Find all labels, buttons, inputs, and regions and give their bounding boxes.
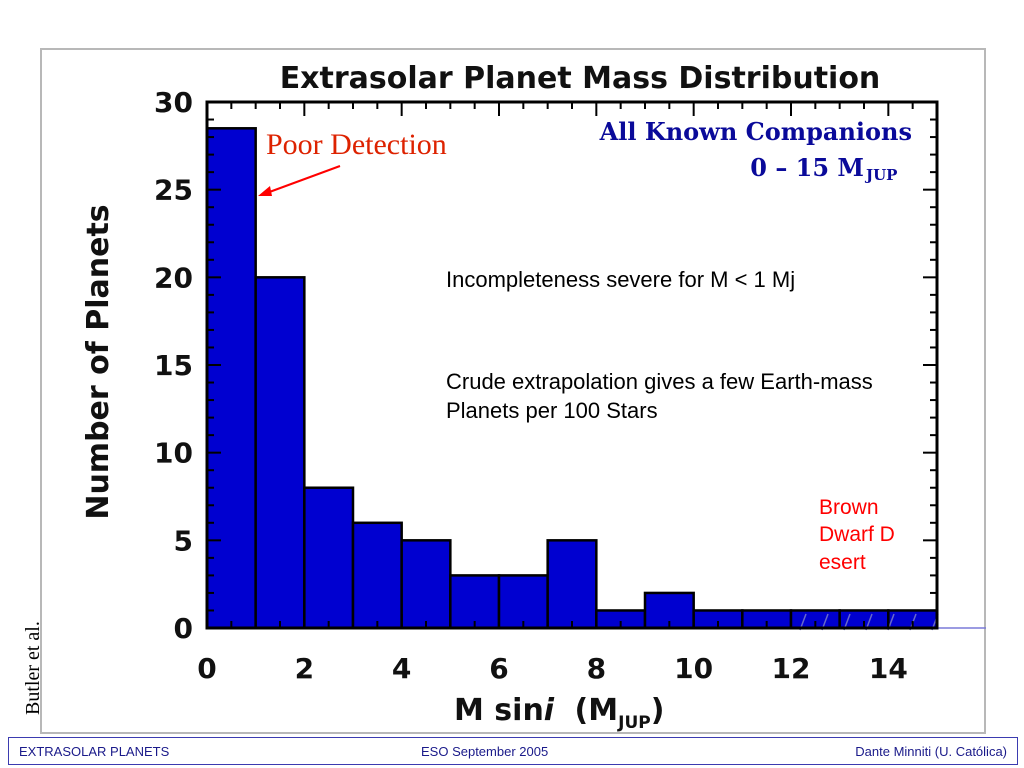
incompleteness-note: Incompleteness severe for M < 1 Mj [446,267,796,292]
histogram-bar [546,539,598,630]
footer-center-text: ESO September 2005 [421,744,549,759]
histogram-bar [303,486,355,630]
x-tick-label: 2 [295,652,314,685]
y-tick-label: 25 [154,174,193,207]
x-axis-label-unit: (M [575,693,619,728]
y-tick-label: 0 [174,612,193,645]
x-axis-label-close: ) [651,693,665,728]
poor-detection-arrow-head [258,186,272,196]
legend-subscript: JUP [864,166,897,184]
y-tick-label: 10 [154,437,193,470]
x-axis-label-main: M sin [454,693,544,728]
x-tick-label: 14 [869,652,908,685]
x-axis-label: M sini (MJUP) [454,693,664,733]
legend-line-2: 0 – 15 M [750,153,864,182]
x-axis-label-italic: i [544,693,555,728]
ticks-layer: 0 5 10 15 20 25 30 0 2 4 6 8 10 12 14 [154,86,938,685]
x-tick-label: 4 [392,652,411,685]
footer-right-text: Dante Minniti (U. Católica) [855,744,1007,759]
poor-detection-label: Poor Detection [266,128,447,161]
x-tick-label: 6 [489,652,508,685]
x-tick-label: 0 [197,652,216,685]
bars-layer [205,127,939,630]
credit-label: Butler et al. [22,621,44,715]
chart-title: Extrasolar Planet Mass Distribution [280,61,881,96]
legend-line-1: All Known Companions [599,117,912,146]
histogram-bar [497,574,549,630]
histogram-bar [351,521,403,630]
histogram-bar [449,574,501,630]
y-axis-label: Number of Planets [81,204,116,519]
y-tick-label: 5 [174,524,193,557]
x-tick-label: 8 [587,652,606,685]
slide-footer: EXTRASOLAR PLANETS ESO September 2005 Da… [8,737,1018,765]
x-tick-label: 10 [674,652,713,685]
y-tick-label: 30 [154,86,193,119]
extrapolation-note: Crude extrapolation gives a few Earth-ma… [446,369,873,423]
poor-detection-arrow-line [263,165,341,195]
histogram-bar [400,539,452,630]
brown-dwarf-desert-label: Brown Dwarf Desert [819,496,895,574]
histogram-bar [205,127,257,630]
x-tick-label: 12 [772,652,811,685]
footer-left-text: EXTRASOLAR PLANETS [19,744,170,759]
x-axis-label-subscript: JUP [617,713,651,733]
histogram-bar [254,276,306,630]
y-tick-label: 15 [154,349,193,382]
y-tick-label: 20 [154,261,193,294]
